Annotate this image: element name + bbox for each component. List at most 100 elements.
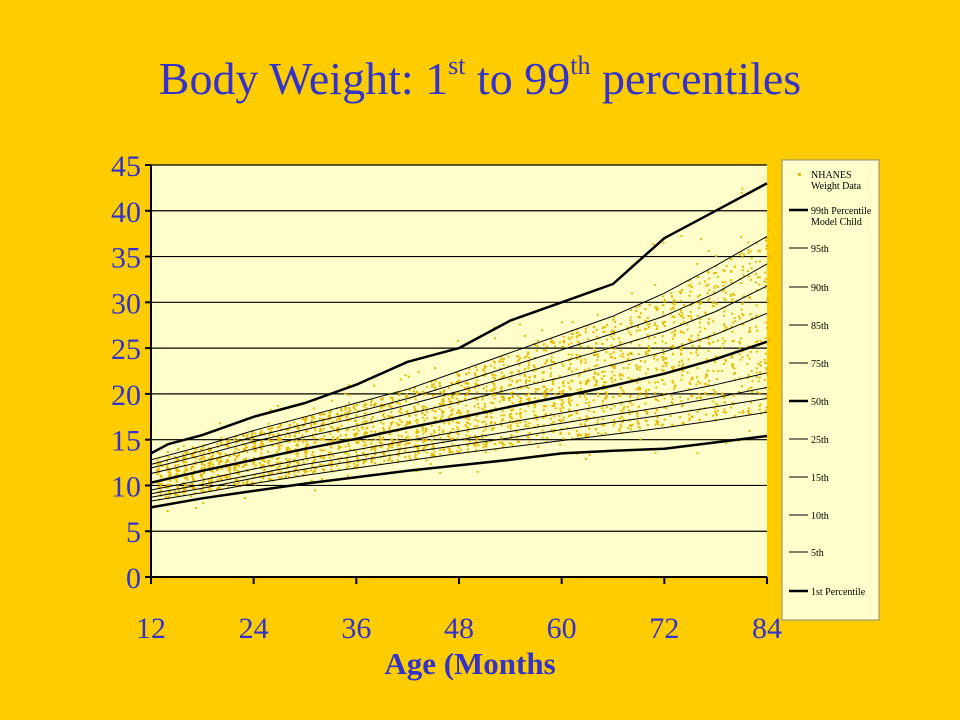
scatter-point [443, 449, 446, 452]
scatter-point [373, 403, 376, 406]
scatter-point [272, 434, 275, 437]
scatter-point [425, 410, 428, 413]
scatter-point [584, 328, 587, 331]
scatter-point [662, 311, 665, 314]
scatter-point [748, 326, 751, 329]
scatter-point [712, 370, 715, 373]
scatter-point [611, 356, 614, 359]
scatter-point [447, 447, 450, 450]
scatter-point [457, 428, 460, 431]
scatter-point [460, 384, 463, 387]
scatter-point [689, 279, 692, 282]
scatter-point [647, 368, 650, 371]
scatter-point [584, 380, 587, 383]
scatter-point [663, 320, 666, 323]
scatter-point [176, 487, 179, 490]
scatter-point [707, 321, 710, 324]
scatter-point [483, 367, 486, 370]
scatter-point [638, 329, 641, 332]
scatter-point [605, 397, 608, 400]
scatter-point [354, 419, 357, 422]
scatter-point [168, 474, 171, 477]
scatter-point [335, 418, 338, 421]
scatter-point [755, 376, 758, 379]
scatter-point [295, 461, 298, 464]
scatter-point [421, 438, 424, 441]
scatter-point [288, 435, 291, 438]
scatter-point [764, 280, 767, 283]
scatter-point [567, 368, 570, 371]
legend-label: NHANES [811, 170, 852, 181]
scatter-point [371, 416, 374, 419]
scatter-point [413, 406, 416, 409]
scatter-point [758, 392, 761, 395]
scatter-point [537, 445, 540, 448]
scatter-point [619, 349, 622, 352]
scatter-point [544, 413, 547, 416]
scatter-point [519, 411, 522, 414]
scatter-point [655, 407, 658, 410]
scatter-point [543, 385, 546, 388]
scatter-point [546, 437, 549, 440]
scatter-point [766, 300, 769, 303]
scatter-point [210, 460, 213, 463]
scatter-point [208, 480, 211, 483]
scatter-point [524, 375, 527, 378]
scatter-point [246, 433, 249, 436]
scatter-point [216, 457, 219, 460]
legend-item-5: 75th [789, 359, 829, 370]
scatter-point [541, 429, 544, 432]
scatter-point [158, 486, 161, 489]
scatter-point [623, 405, 626, 408]
scatter-point [662, 358, 665, 361]
scatter-point [636, 325, 639, 328]
scatter-point [628, 419, 631, 422]
scatter-point [510, 383, 513, 386]
scatter-point [653, 324, 656, 327]
scatter-point [622, 418, 625, 421]
scatter-point [457, 339, 460, 342]
scatter-point [541, 371, 544, 374]
scatter-point [417, 444, 420, 447]
scatter-point [224, 461, 227, 464]
scatter-point [597, 395, 600, 398]
scatter-point [620, 425, 623, 428]
scatter-point [553, 361, 556, 364]
scatter-point [319, 413, 322, 416]
scatter-point [734, 371, 737, 374]
scatter-point [747, 407, 750, 410]
scatter-point [217, 462, 220, 465]
scatter-point [511, 396, 514, 399]
scatter-point [314, 427, 317, 430]
scatter-point [603, 330, 606, 333]
scatter-point [697, 334, 700, 337]
scatter-point [579, 434, 582, 437]
scatter-point [439, 472, 442, 475]
scatter-point [509, 424, 512, 427]
scatter-point [738, 377, 741, 380]
scatter-point [348, 401, 351, 404]
scatter-point [448, 406, 451, 409]
scatter-point [682, 331, 685, 334]
scatter-point [536, 344, 539, 347]
scatter-point [378, 431, 381, 434]
scatter-point [494, 374, 497, 377]
scatter-point [340, 409, 343, 412]
x-axis-title: Age (Months [384, 646, 555, 681]
scatter-point [156, 481, 159, 484]
scatter-point [688, 419, 691, 422]
scatter-point [400, 421, 403, 424]
scatter-point [417, 451, 420, 454]
scatter-point [482, 387, 485, 390]
scatter-point [304, 471, 307, 474]
scatter-point [302, 459, 305, 462]
scatter-point [295, 468, 298, 471]
scatter-point [319, 454, 322, 457]
scatter-point [404, 425, 407, 428]
scatter-point [251, 434, 254, 437]
scatter-point [313, 422, 316, 425]
scatter-point [391, 402, 394, 405]
scatter-point [219, 461, 222, 464]
scatter-point [355, 423, 358, 426]
scatter-point [415, 470, 418, 473]
